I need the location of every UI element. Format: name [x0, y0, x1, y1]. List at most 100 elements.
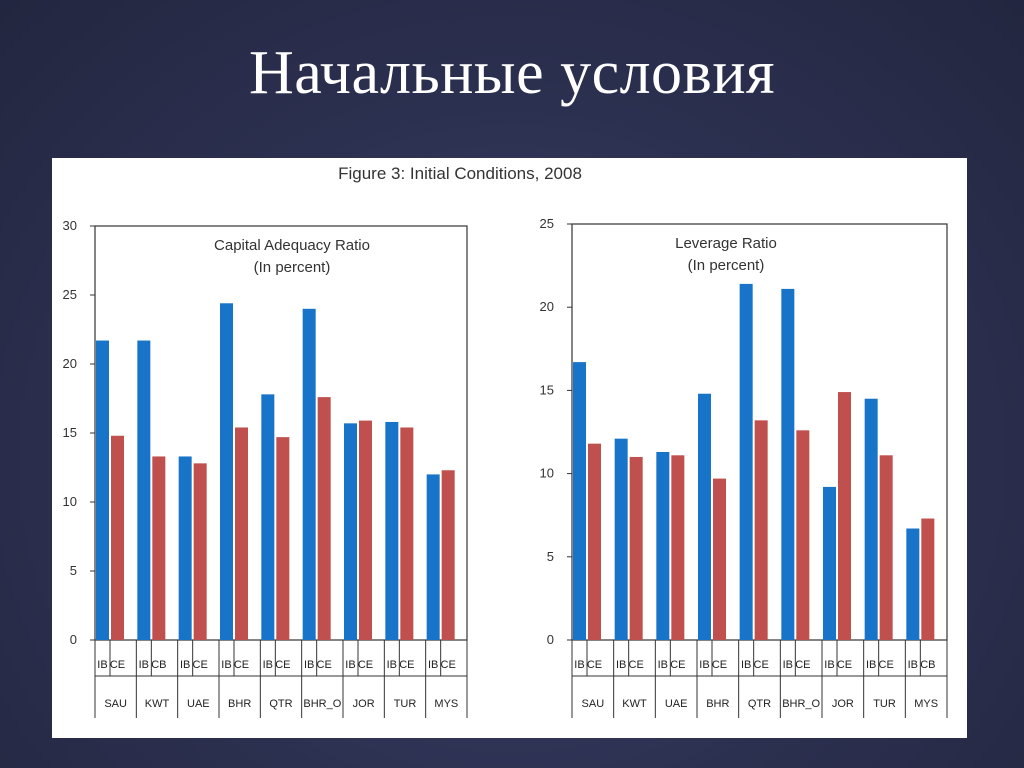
category-label: SAU — [582, 698, 605, 710]
chart-subtitle: (In percent) — [254, 259, 331, 276]
category-label: MYS — [914, 698, 938, 710]
sub-category-label: CE — [193, 659, 208, 671]
bar — [906, 528, 920, 640]
sub-category-label: CE — [358, 659, 373, 671]
bar — [879, 455, 893, 640]
sub-category-label: CE — [712, 659, 727, 671]
bar — [796, 430, 810, 640]
bar — [656, 451, 670, 640]
bar — [152, 456, 166, 640]
bar — [317, 397, 331, 640]
bar — [359, 420, 372, 640]
category-label: BHR — [706, 698, 729, 710]
bar — [276, 437, 290, 640]
sub-category-label: IB — [658, 659, 668, 671]
y-tick-label: 0 — [70, 632, 77, 647]
slide-title: Начальные условия — [248, 39, 776, 107]
sub-category-label: CE — [587, 659, 602, 671]
category-label: JOR — [353, 698, 375, 710]
sub-category-label: IB — [387, 659, 397, 671]
sub-category-label: IB — [866, 659, 876, 671]
y-tick-label: 20 — [540, 299, 554, 314]
sub-category-label: IB — [139, 659, 149, 671]
bar — [614, 438, 628, 640]
y-tick-label: 25 — [63, 287, 77, 302]
y-tick-label: 15 — [63, 425, 77, 440]
sub-category-label: IB — [741, 659, 751, 671]
chart-title: Capital Adequacy Ratio — [214, 237, 370, 254]
figure-panel: Figure 3: Initial Conditions, 2008 Capit… — [52, 158, 967, 738]
sub-category-label: IB — [180, 659, 190, 671]
bar — [739, 283, 753, 640]
bar — [261, 394, 275, 640]
sub-category-label: IB — [783, 659, 793, 671]
bar — [629, 456, 643, 640]
bar — [220, 303, 233, 640]
figure-svg: Figure 3: Initial Conditions, 2008 Capit… — [63, 164, 948, 718]
bar — [111, 435, 124, 640]
sub-category-label: CE — [234, 659, 249, 671]
bar — [781, 288, 795, 640]
chart-title: Leverage Ratio — [675, 235, 777, 252]
y-tick-label: 10 — [540, 466, 554, 481]
sub-category-label: CE — [795, 659, 810, 671]
sub-category-label: CE — [275, 659, 290, 671]
bar — [864, 398, 878, 640]
sub-category-label: CE — [110, 659, 125, 671]
chart-subtitle: (In percent) — [688, 257, 765, 274]
sub-category-label: CE — [317, 659, 332, 671]
category-label: QTR — [748, 698, 771, 710]
sub-category-label: IB — [824, 659, 834, 671]
bar — [441, 470, 455, 640]
bar — [235, 427, 248, 640]
y-tick-label: 0 — [547, 632, 554, 647]
sub-category-label: CE — [629, 659, 644, 671]
bar — [96, 340, 109, 640]
bar — [178, 456, 192, 640]
sub-category-label: CE — [441, 659, 456, 671]
sub-category-label: CE — [837, 659, 852, 671]
category-label: TUR — [873, 698, 896, 710]
category-label: UAE — [187, 698, 210, 710]
sub-category-label: IB — [263, 659, 273, 671]
category-label: BHR_O — [782, 698, 820, 710]
y-tick-label: 10 — [63, 494, 77, 509]
sub-category-label: IB — [574, 659, 584, 671]
category-label: SAU — [104, 698, 127, 710]
y-tick-label: 15 — [540, 382, 554, 397]
sub-category-label: CB — [151, 659, 166, 671]
y-tick-label: 25 — [540, 216, 554, 231]
category-label: BHR_O — [303, 698, 341, 710]
figure-title: Figure 3: Initial Conditions, 2008 — [338, 164, 582, 183]
capital-adequacy-chart: Capital Adequacy Ratio (In percent) 0 5 10 15… — [63, 218, 468, 718]
category-label: MYS — [434, 698, 458, 710]
bar — [754, 420, 768, 640]
sub-category-label: IB — [616, 659, 626, 671]
bar — [838, 392, 851, 640]
y-tick-label: 5 — [70, 563, 77, 578]
bar — [137, 340, 151, 640]
bar — [713, 478, 726, 640]
sub-category-label: CB — [920, 659, 935, 671]
category-label: BHR — [228, 698, 251, 710]
category-label: KWT — [622, 698, 647, 710]
category-label: QTR — [269, 698, 292, 710]
category-label: UAE — [665, 698, 688, 710]
bar — [573, 362, 586, 640]
bar — [302, 308, 316, 640]
category-label: JOR — [832, 698, 854, 710]
sub-category-label: CE — [879, 659, 894, 671]
sub-category-label: CE — [754, 659, 769, 671]
y-tick-label: 20 — [63, 356, 77, 371]
sub-category-label: IB — [221, 659, 231, 671]
bar — [588, 443, 601, 640]
y-tick-label: 30 — [63, 218, 77, 233]
sub-category-label: IB — [304, 659, 314, 671]
category-label: TUR — [394, 698, 417, 710]
category-label: KWT — [145, 698, 170, 710]
sub-category-label: IB — [699, 659, 709, 671]
bar — [671, 455, 685, 640]
sub-category-label: IB — [97, 659, 107, 671]
bar — [385, 421, 399, 640]
